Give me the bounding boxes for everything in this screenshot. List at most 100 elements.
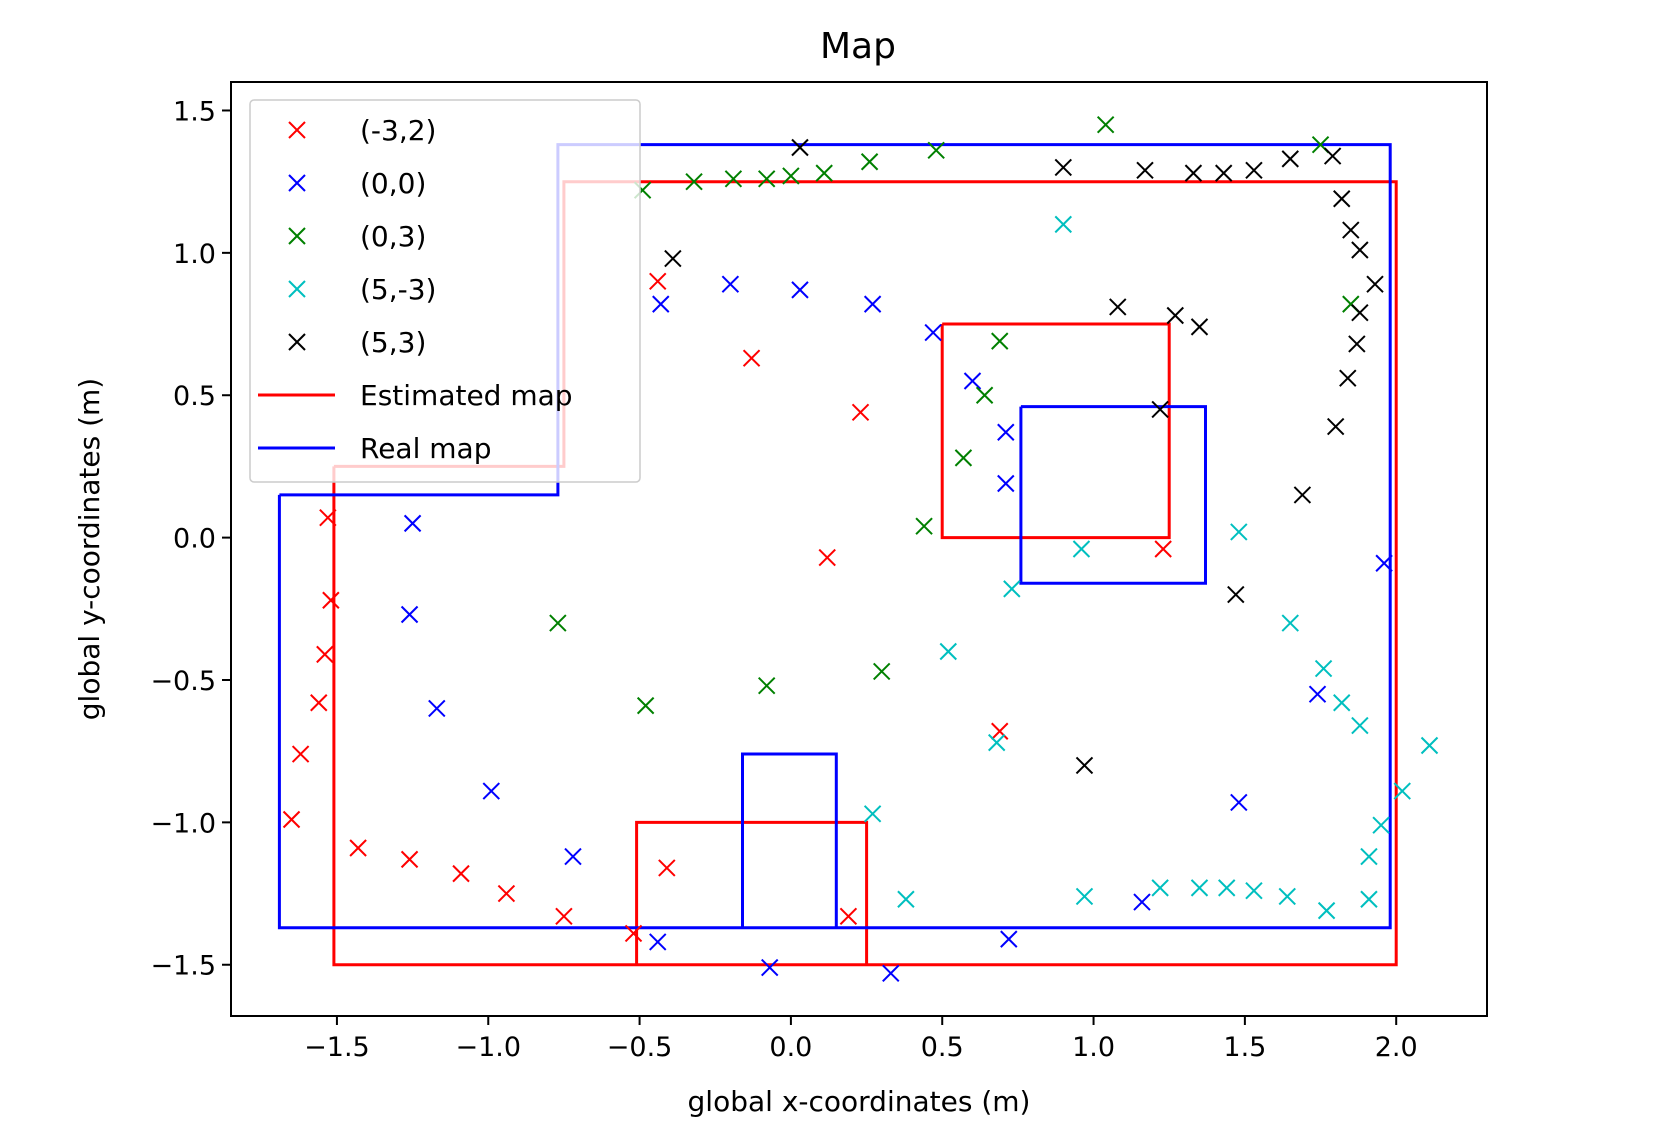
marker-stroke bbox=[882, 964, 900, 982]
scatter-point-series-3-12 bbox=[1278, 887, 1296, 906]
scatter-point-series-3-8 bbox=[1151, 879, 1169, 897]
marker-stroke bbox=[482, 782, 500, 800]
scatter-point-series-4-23 bbox=[1075, 756, 1094, 775]
scatter-point-series-2-18 bbox=[872, 662, 891, 681]
scatter-point-series-0-10 bbox=[555, 907, 573, 926]
marker-stroke bbox=[761, 958, 779, 977]
y-axis: 1.5 1.0 0.5 0.0 −0.5 −1.0 −1.5 bbox=[150, 96, 231, 982]
scatter-point-series-0-15 bbox=[649, 272, 667, 291]
scatter-point-series-1-8 bbox=[1000, 930, 1018, 948]
marker-stroke bbox=[1075, 756, 1094, 775]
scatter-point-series-0-14 bbox=[818, 548, 836, 567]
marker-stroke bbox=[664, 249, 682, 268]
marker-stroke bbox=[652, 295, 670, 313]
marker-stroke bbox=[1109, 298, 1127, 316]
scatter-point-series-3-19 bbox=[1351, 716, 1369, 735]
marker-stroke bbox=[1000, 930, 1018, 948]
scatter-point-series-0-18 bbox=[991, 722, 1009, 740]
y-tick-label: 1.5 bbox=[173, 96, 216, 127]
scatter-point-series-1-1 bbox=[400, 605, 419, 624]
scatter-point-series-0-3 bbox=[310, 694, 328, 712]
marker-stroke bbox=[1075, 887, 1094, 906]
scatter-point-series-0-7 bbox=[400, 850, 419, 869]
scatter-point-series-4-1 bbox=[664, 249, 682, 268]
scatter-point-series-0-19 bbox=[1154, 540, 1172, 558]
scatter-point-series-1-17 bbox=[924, 323, 942, 342]
marker-stroke bbox=[1351, 303, 1369, 322]
scatter-point-series-1-14 bbox=[721, 275, 740, 293]
marker-stroke bbox=[987, 733, 1006, 752]
scatter-point-series-3-4 bbox=[987, 733, 1006, 752]
legend: (-3,2) (0,0) (0,3) (5,-3) (5,3) Estimated map… bbox=[249, 99, 641, 483]
scatter-point-series-2-17 bbox=[757, 676, 776, 695]
marker-stroke bbox=[1317, 901, 1336, 920]
x-tick-label: 0.0 bbox=[769, 1032, 812, 1063]
scatter-point-series-0-4 bbox=[291, 745, 310, 763]
scatter-point-series-3-17 bbox=[1393, 782, 1411, 800]
scatter-point-series-1-9 bbox=[1133, 893, 1151, 911]
marker-stroke bbox=[1342, 221, 1360, 239]
x-tick-label: −1.5 bbox=[304, 1032, 370, 1063]
scatter-point-series-4-3 bbox=[1136, 161, 1154, 179]
scatter-point-series-0-17 bbox=[851, 403, 870, 422]
map-line-1-segment-2 bbox=[741, 752, 838, 928]
scatter-point-series-4-13 bbox=[1351, 303, 1369, 322]
marker-stroke bbox=[316, 645, 334, 664]
marker-stroke bbox=[564, 847, 582, 866]
scatter-point-series-2-2 bbox=[724, 170, 743, 188]
scatter-point-series-4-19 bbox=[1109, 298, 1127, 316]
scatter-point-series-1-18 bbox=[963, 372, 982, 390]
scatter-point-series-0-12 bbox=[658, 859, 676, 877]
scatter-point-series-4-20 bbox=[1166, 306, 1184, 325]
marker-stroke bbox=[403, 514, 422, 533]
legend-marker bbox=[288, 174, 306, 192]
marker-stroke bbox=[863, 805, 882, 823]
scatter-point-series-1-20 bbox=[997, 474, 1015, 493]
marker-stroke bbox=[839, 907, 858, 926]
marker-stroke bbox=[1281, 614, 1299, 632]
marker-stroke bbox=[282, 810, 301, 829]
marker-stroke bbox=[1372, 816, 1390, 834]
marker-stroke bbox=[1214, 164, 1233, 182]
marker-stroke bbox=[1311, 135, 1330, 154]
marker-stroke bbox=[288, 121, 306, 139]
scatter-point-series-3-5 bbox=[863, 805, 882, 823]
x-tick-label: −1.0 bbox=[455, 1032, 521, 1063]
scatter-point-series-3-0 bbox=[1054, 215, 1072, 234]
marker-stroke bbox=[997, 423, 1015, 441]
y-tick-label: −1.5 bbox=[150, 951, 216, 982]
x-tick-label: 2.0 bbox=[1375, 1032, 1418, 1063]
marker-stroke bbox=[1190, 879, 1209, 897]
legend-marker bbox=[288, 280, 306, 298]
legend-marker bbox=[288, 121, 306, 139]
scatter-point-series-3-22 bbox=[1281, 614, 1299, 632]
marker-stroke bbox=[724, 170, 743, 188]
scatter-point-series-1-7 bbox=[882, 964, 900, 982]
scatter-point-series-1-10 bbox=[1230, 793, 1248, 812]
marker-stroke bbox=[400, 605, 419, 624]
scatter-point-series-2-11 bbox=[991, 332, 1009, 350]
map-line-1-segment-0 bbox=[277, 143, 1392, 930]
marker-stroke bbox=[791, 138, 809, 157]
map-line-1-segment-1 bbox=[1019, 405, 1207, 585]
scatter-point-series-4-6 bbox=[1245, 161, 1263, 179]
scatter-point-series-3-11 bbox=[1245, 882, 1263, 900]
marker-stroke bbox=[1184, 164, 1203, 182]
scatter-point-series-3-21 bbox=[1314, 659, 1333, 678]
scatter-point-series-0-6 bbox=[349, 839, 367, 857]
scatter-point-series-0-11 bbox=[624, 924, 643, 943]
scatter-point-series-1-13 bbox=[652, 295, 670, 313]
marker-stroke bbox=[1375, 554, 1393, 572]
scatter-point-series-2-3 bbox=[757, 170, 776, 188]
scatter-point-series-1-19 bbox=[997, 423, 1015, 441]
scatter-point-series-4-5 bbox=[1214, 164, 1233, 182]
scatter-point-series-3-9 bbox=[1190, 879, 1209, 897]
marker-stroke bbox=[649, 933, 667, 951]
marker-stroke bbox=[1342, 295, 1360, 313]
scatter-point-series-3-7 bbox=[1075, 887, 1094, 906]
marker-stroke bbox=[1166, 306, 1184, 325]
marker-stroke bbox=[782, 167, 800, 185]
y-tick-label: 0.5 bbox=[173, 381, 216, 412]
marker-stroke bbox=[860, 153, 879, 171]
marker-stroke bbox=[897, 890, 915, 908]
